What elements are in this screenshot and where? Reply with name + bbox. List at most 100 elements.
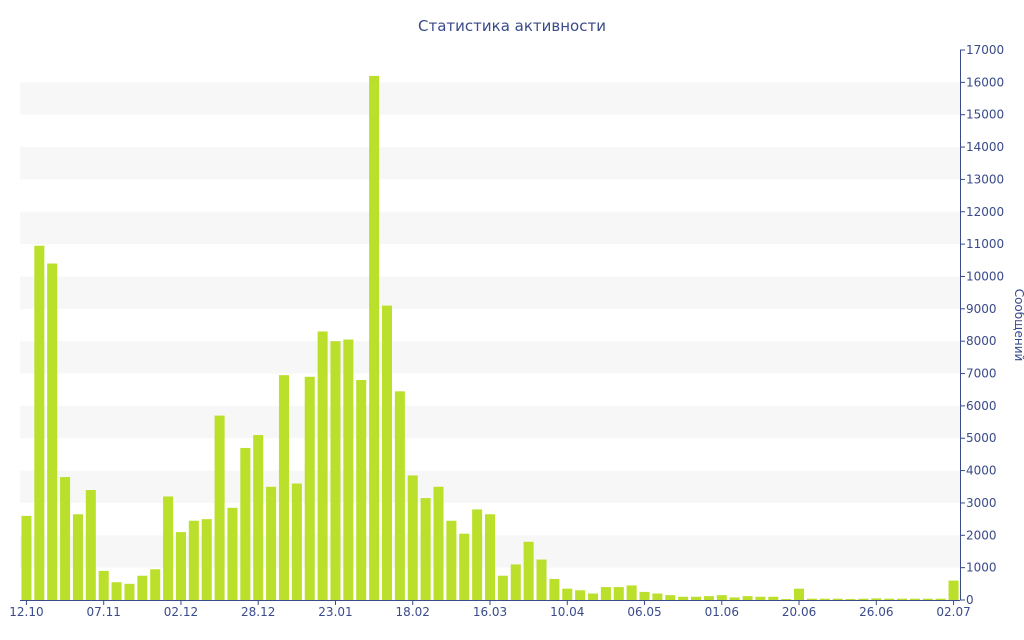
bar <box>742 596 753 600</box>
grid-band <box>20 470 960 503</box>
y-tick-label: 14000 <box>966 140 1004 154</box>
y-tick-label: 5000 <box>966 431 997 445</box>
y-tick-label: 2000 <box>966 528 997 542</box>
bar <box>652 593 663 600</box>
y-axis-label: Сообщений <box>1012 289 1024 362</box>
bar <box>21 515 32 600</box>
bar <box>394 391 405 600</box>
bar <box>729 597 740 600</box>
grid-band <box>20 147 960 180</box>
bar <box>266 486 277 600</box>
y-tick-label: 16000 <box>966 75 1004 89</box>
bar <box>98 570 109 600</box>
bar <box>716 595 727 600</box>
bar <box>755 596 766 600</box>
bar <box>703 596 714 600</box>
bar <box>137 575 148 600</box>
x-tick-label: 20.06 <box>782 605 816 619</box>
x-tick-label: 12.10 <box>9 605 43 619</box>
bar <box>188 520 199 600</box>
bar <box>794 588 805 600</box>
bar <box>510 564 521 600</box>
bar <box>85 490 96 600</box>
y-tick-label: 3000 <box>966 496 997 510</box>
bar <box>691 596 702 600</box>
bar <box>150 569 161 600</box>
plot-background-bands <box>20 82 960 568</box>
bar <box>214 415 225 600</box>
bar <box>369 75 380 601</box>
chart-title: Статистика активности <box>418 17 606 35</box>
bar <box>47 263 58 600</box>
bar <box>665 595 676 600</box>
bar <box>34 245 45 600</box>
bar <box>587 593 599 600</box>
bar <box>626 585 637 600</box>
bar <box>948 580 959 600</box>
bar <box>523 541 534 600</box>
bar <box>381 305 393 600</box>
bar <box>858 598 869 600</box>
bar <box>678 596 689 600</box>
y-tick-label: 9000 <box>966 302 997 316</box>
x-tick-label: 18.02 <box>396 605 430 619</box>
bar <box>497 575 508 600</box>
y-tick-label: 0 <box>966 593 974 607</box>
bar <box>446 520 457 600</box>
bar <box>356 380 367 600</box>
bar <box>575 590 586 600</box>
grid-band <box>20 276 960 309</box>
y-tick-label: 15000 <box>966 108 1004 122</box>
bar <box>175 532 186 600</box>
bar <box>330 341 341 600</box>
x-tick-label: 02.07 <box>936 605 970 619</box>
y-tick-label: 13000 <box>966 172 1004 186</box>
bar <box>871 598 882 600</box>
grid-band <box>20 341 960 374</box>
bar <box>163 496 174 600</box>
bar <box>124 583 135 600</box>
bar <box>484 514 496 600</box>
y-tick-label: 17000 <box>966 43 1004 57</box>
bar <box>304 376 315 600</box>
bar <box>459 533 470 600</box>
grid-band <box>20 211 960 245</box>
bar <box>845 599 856 600</box>
bar <box>317 331 328 600</box>
bar <box>72 514 83 600</box>
bar <box>253 435 264 600</box>
bar <box>922 598 933 600</box>
bar <box>639 591 650 600</box>
bar <box>884 598 895 600</box>
bar <box>909 598 920 600</box>
bar <box>227 507 238 600</box>
bar <box>111 582 122 600</box>
bar <box>433 486 444 600</box>
bar <box>278 375 289 600</box>
x-axis-ticks: 12.10 07.11 02.12 28.12 23.01 18.02 16.03 10.04… <box>9 600 971 619</box>
bar <box>781 599 792 600</box>
y-tick-label: 6000 <box>966 399 997 413</box>
x-tick-label: 23.01 <box>318 605 352 619</box>
bar <box>562 588 573 600</box>
bar <box>897 598 908 600</box>
bars-group <box>21 75 959 601</box>
x-tick-label: 01.06 <box>705 605 739 619</box>
x-tick-label: 16.03 <box>473 605 507 619</box>
bar <box>201 519 212 600</box>
bar <box>768 596 779 600</box>
bar <box>536 559 547 600</box>
x-tick-label: 07.11 <box>87 605 121 619</box>
bar <box>420 498 431 600</box>
grid-band <box>20 405 960 439</box>
y-tick-label: 11000 <box>966 237 1004 251</box>
x-tick-label: 28.12 <box>241 605 275 619</box>
y-tick-label: 8000 <box>966 334 997 348</box>
bar <box>832 598 843 600</box>
y-tick-label: 12000 <box>966 205 1004 219</box>
y-tick-label: 10000 <box>966 269 1004 283</box>
bar <box>549 578 560 600</box>
bar <box>240 447 251 600</box>
bar <box>819 598 830 600</box>
